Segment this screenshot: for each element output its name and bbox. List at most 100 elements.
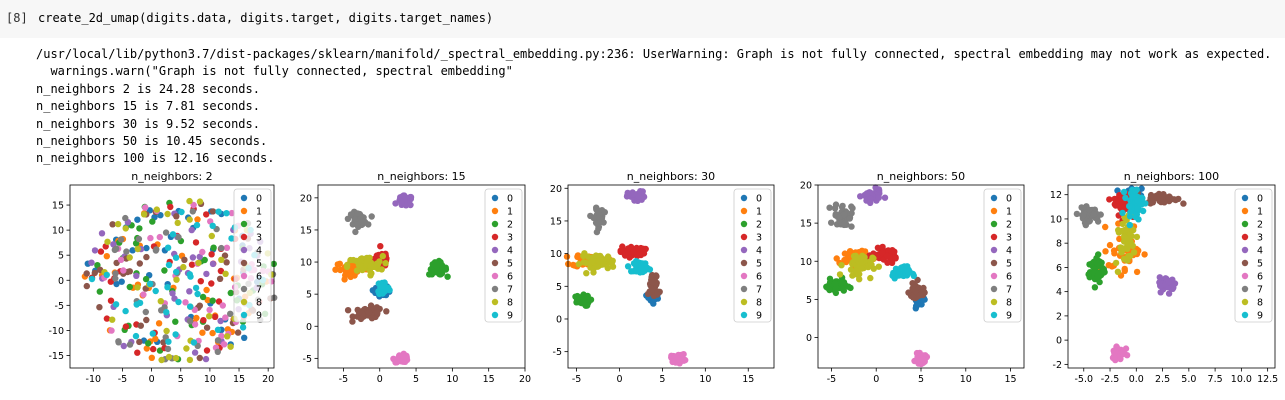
point-digit-7: [135, 235, 143, 243]
point-digit-7: [1090, 211, 1097, 218]
x-tick-label: -10: [86, 374, 102, 385]
point-digit-9: [209, 222, 216, 229]
legend-label: 6: [756, 272, 762, 283]
point-digit-7: [111, 246, 119, 254]
point-digit-3: [636, 250, 643, 258]
point-digit-1: [1121, 267, 1129, 274]
point-digit-2: [1095, 251, 1102, 258]
point-digit-4: [88, 259, 95, 266]
point-digit-5: [216, 275, 224, 282]
y-tick-label: 10: [1050, 214, 1062, 225]
point-digit-0: [143, 244, 150, 252]
y-tick-label: 0: [306, 322, 312, 333]
point-digit-7: [1078, 204, 1085, 211]
legend-marker: [990, 272, 998, 280]
x-tick-label: 0: [377, 374, 383, 385]
point-digit-8: [858, 265, 865, 272]
x-tick-label: 0.0: [1129, 374, 1144, 385]
point-digit-8: [868, 261, 875, 268]
point-digit-9: [194, 290, 201, 298]
point-digit-3: [97, 248, 105, 255]
y-tick-label: 15: [52, 201, 64, 212]
point-digit-9: [149, 330, 156, 337]
point-digit-4: [188, 226, 195, 234]
point-digit-3: [107, 297, 115, 304]
point-digit-8: [172, 354, 180, 362]
point-digit-0: [369, 287, 376, 294]
legend-marker: [491, 194, 499, 202]
legend-label: 5: [756, 259, 762, 270]
point-digit-1: [1141, 251, 1148, 258]
code-cell-input[interactable]: [8] create_2d_umap(digits.data, digits.t…: [0, 0, 1285, 38]
legend-marker: [240, 233, 248, 241]
point-digit-1: [209, 329, 216, 337]
legend-label: 1: [507, 207, 513, 218]
point-digit-1: [843, 258, 850, 266]
point-digit-2: [210, 244, 217, 251]
point-digit-4: [209, 260, 217, 268]
point-digit-1: [1111, 250, 1118, 257]
legend-label: 3: [1006, 233, 1012, 244]
point-digit-3: [203, 211, 210, 218]
y-tick-label: 5: [806, 295, 812, 306]
point-digit-9: [178, 208, 185, 216]
point-digit-2: [832, 289, 840, 297]
point-digit-8: [114, 220, 122, 228]
axes-frame: [69, 184, 275, 369]
y-tick-label: 12: [1050, 190, 1062, 201]
point-digit-7: [1086, 217, 1094, 225]
legend-marker: [491, 233, 499, 241]
point-digit-3: [208, 251, 215, 258]
point-digit-7: [846, 215, 853, 222]
x-tick-label: 5: [918, 374, 924, 385]
point-digit-9: [187, 273, 194, 280]
point-digit-4: [640, 193, 648, 201]
y-tick-label: 15: [300, 225, 312, 236]
x-tick-label: 5: [659, 374, 665, 385]
subplot-title: n_neighbors: 15: [377, 170, 465, 183]
point-digit-7: [126, 341, 134, 348]
point-digit-8: [347, 256, 354, 264]
point-digit-7: [122, 214, 129, 222]
point-digit-9: [165, 261, 173, 269]
y-tick-label: 0: [1056, 336, 1062, 347]
point-digit-7: [595, 214, 603, 222]
x-tick-label: 0: [873, 374, 879, 385]
point-digit-4: [624, 189, 631, 197]
legend-marker: [740, 220, 748, 228]
point-digit-8: [163, 327, 170, 335]
point-digit-5: [143, 253, 150, 261]
legend-label: 6: [1257, 272, 1263, 283]
point-digit-4: [196, 253, 203, 260]
point-digit-2: [438, 261, 446, 269]
timing-line: n_neighbors 50 is 10.45 seconds.: [36, 134, 268, 149]
point-digit-5: [209, 208, 217, 215]
legend-label: 5: [507, 259, 513, 270]
cell-code[interactable]: create_2d_umap(digits.data, digits.targe…: [38, 11, 494, 25]
point-digit-7: [1085, 206, 1093, 213]
legend-label: 3: [507, 233, 513, 244]
point-digit-8: [186, 216, 193, 223]
point-digit-3: [211, 313, 219, 320]
legend-label: 2: [1006, 220, 1012, 231]
point-digit-2: [96, 288, 104, 295]
x-tick-label: -5.0: [1074, 374, 1093, 385]
point-digit-8: [368, 270, 375, 277]
legend-label: 7: [756, 285, 762, 296]
legend-label: 4: [756, 246, 762, 257]
legend-marker: [740, 298, 748, 306]
point-digit-3: [192, 239, 200, 246]
point-digit-1: [204, 296, 211, 304]
point-digit-1: [1133, 268, 1141, 276]
x-tick-label: 10: [204, 374, 216, 385]
point-digit-4: [398, 198, 405, 206]
point-digit-6: [914, 357, 922, 364]
point-digit-3: [122, 323, 130, 330]
y-tick-label: 15: [800, 219, 812, 230]
point-digit-8: [164, 210, 171, 218]
point-digit-9: [1119, 209, 1126, 217]
y-tick-label: -5: [553, 347, 562, 358]
point-digit-9: [103, 271, 111, 279]
umap-subplot: n_neighbors: 50 -5 0 5 10 15 0 5 10 15 20 0 1 2 3 4 5 6 7 8…: [800, 170, 1025, 385]
point-digit-1: [1102, 248, 1109, 255]
